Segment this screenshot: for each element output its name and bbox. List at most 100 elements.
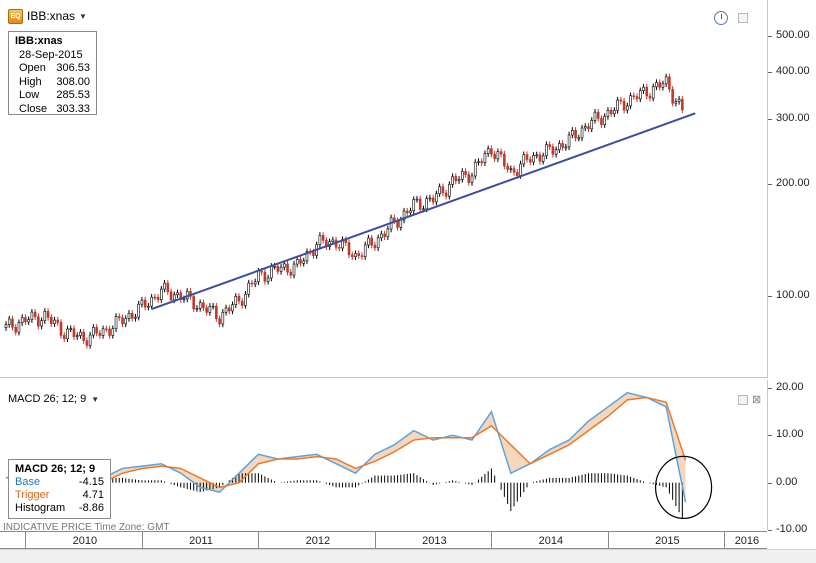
ohlc-open-value: 306.53 [56, 62, 90, 74]
maximize-panel-icon[interactable] [738, 395, 748, 405]
candle-body [509, 168, 513, 171]
candle-body [82, 331, 85, 341]
candle-body [17, 322, 21, 333]
year-label: 2015 [655, 535, 680, 547]
candle-body [438, 186, 441, 195]
price-panel[interactable] [0, 0, 767, 378]
candle-body [470, 175, 474, 183]
trendline[interactable] [151, 112, 696, 311]
macd-indicator-selector[interactable]: MACD 26; 12; 9 ▼ [8, 393, 99, 405]
candle-body [405, 210, 409, 214]
candle-body [33, 311, 37, 317]
ohlc-high-value: 308.00 [56, 75, 90, 88]
macd-row-base: Base -4.15 [15, 476, 104, 489]
candle-body [43, 311, 47, 321]
candle-body [516, 172, 519, 176]
candle-body [651, 86, 655, 99]
candle-body [299, 259, 302, 264]
close-icon[interactable]: ⊠ [752, 394, 762, 406]
candle-body [538, 154, 542, 162]
candle-body [7, 318, 11, 325]
ohlc-close-value: 303.33 [56, 102, 90, 115]
candle-body [402, 210, 406, 221]
price-axis-tick [768, 36, 772, 38]
chevron-down-icon[interactable]: ▼ [91, 394, 100, 404]
candle-body [11, 318, 14, 328]
candle-body [195, 308, 199, 310]
candle-body [276, 265, 280, 272]
candle-body [117, 316, 121, 318]
candle-body [486, 148, 490, 154]
maximize-panel-icon[interactable] [738, 13, 748, 23]
annotation-circle[interactable] [654, 455, 713, 520]
year-label: 2011 [189, 535, 213, 547]
year-cell: 2011 [141, 532, 259, 549]
candle-body [431, 197, 435, 203]
candle-body [548, 144, 551, 148]
candle-body [668, 76, 671, 90]
candle-body [571, 130, 574, 136]
year-cell: 2015 [607, 532, 725, 549]
candle-body [613, 110, 616, 115]
candle-body [464, 171, 467, 175]
macd-base-value: -4.15 [78, 476, 104, 488]
clock-icon[interactable] [714, 11, 728, 25]
candle-body [221, 311, 225, 325]
candle-body [425, 198, 428, 210]
macd-panel[interactable] [0, 380, 767, 530]
candle-body [237, 296, 241, 302]
candle-body [596, 111, 600, 119]
macd-histogram-label: Histogram [15, 502, 66, 514]
price-axis-tick [768, 183, 772, 185]
candle-body [215, 305, 218, 319]
candle-body [156, 296, 160, 300]
year-cell: 2013 [374, 532, 492, 549]
candle-body [512, 168, 516, 173]
price-axis: 500.00 400.00 300.00 200.00 100.00 [767, 0, 816, 378]
candle-body [66, 328, 69, 340]
candle-body [528, 159, 532, 163]
candles-group [4, 73, 684, 349]
candle-body [626, 105, 629, 111]
candle-body [50, 317, 53, 324]
price-axis-tick [768, 118, 772, 120]
price-axis-label: 200.00 [776, 176, 810, 189]
macd-axis-label: 10.00 [776, 428, 804, 441]
macd-axis-tick [768, 388, 772, 389]
horizontal-scrollbar[interactable] [0, 549, 816, 563]
candle-body [480, 161, 484, 164]
chevron-down-icon[interactable]: ▼ [79, 11, 87, 21]
price-chart[interactable] [0, 0, 767, 378]
candle-body [577, 137, 581, 140]
candle-body [606, 110, 610, 117]
candle-body [483, 153, 487, 164]
candle-body [561, 143, 564, 148]
macd-chart[interactable] [0, 380, 767, 530]
candle-body [619, 99, 623, 102]
timezone-footer: INDICATIVE PRICE Time Zone: GMT [3, 522, 170, 533]
candle-body [600, 118, 603, 125]
candle-body [347, 242, 351, 256]
candle-body [535, 154, 539, 157]
price-axis-label: 400.00 [776, 65, 810, 78]
candle-body [208, 305, 212, 313]
symbol-selector[interactable]: EQ IBB:xnas ▼ [8, 7, 87, 25]
candle-body [567, 134, 571, 148]
candle-body [499, 151, 503, 155]
candle-body [231, 304, 234, 312]
candle-body [393, 217, 396, 221]
candle-body [302, 260, 306, 264]
candle-body [460, 171, 464, 180]
candle-body [564, 146, 568, 149]
candle-body [532, 155, 535, 163]
candle-body [671, 88, 674, 104]
candle-body [590, 120, 594, 130]
candle-body [182, 298, 186, 301]
candle-body [674, 101, 678, 104]
candle-body [551, 146, 555, 155]
candle-body [137, 303, 140, 318]
candle-body [583, 126, 587, 129]
candle-body [503, 153, 506, 167]
candle-body [153, 296, 157, 299]
